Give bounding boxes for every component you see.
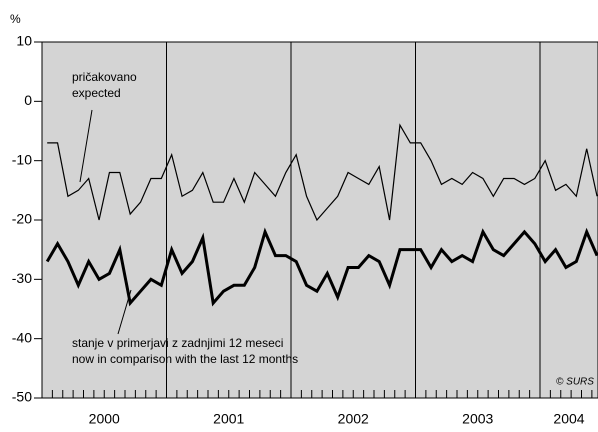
- y-tick-label: -20: [12, 211, 32, 227]
- annotation-text: stanje v primerjavi z zadnjimi 12 meseci: [72, 336, 283, 350]
- x-tick-label: 2001: [213, 411, 244, 427]
- series-line: [45, 227, 598, 307]
- y-tick-label: -30: [12, 270, 32, 286]
- x-tick-label: 2000: [89, 411, 120, 427]
- y-tick-label: 10: [16, 33, 32, 49]
- y-tick-label: -40: [12, 329, 32, 345]
- x-tick-label: 2004: [553, 411, 584, 427]
- y-unit: %: [10, 12, 21, 26]
- x-tick-label: 2002: [338, 411, 369, 427]
- y-tick-label: -50: [12, 389, 32, 405]
- x-tick-label: 2003: [462, 411, 493, 427]
- source: © SURS: [556, 377, 594, 388]
- y-tick-label: -10: [12, 151, 32, 167]
- annotation-text: expected: [72, 86, 121, 100]
- annotation-pointer: [117, 289, 132, 335]
- annotation-text: now in comparison with the last 12 month…: [72, 352, 298, 366]
- series-line: [47, 123, 598, 222]
- annotation-text: pričakovano: [72, 70, 137, 84]
- plot-background: [41, 41, 598, 399]
- y-tick-label: 0: [24, 92, 32, 108]
- annotation-pointer: [79, 109, 93, 183]
